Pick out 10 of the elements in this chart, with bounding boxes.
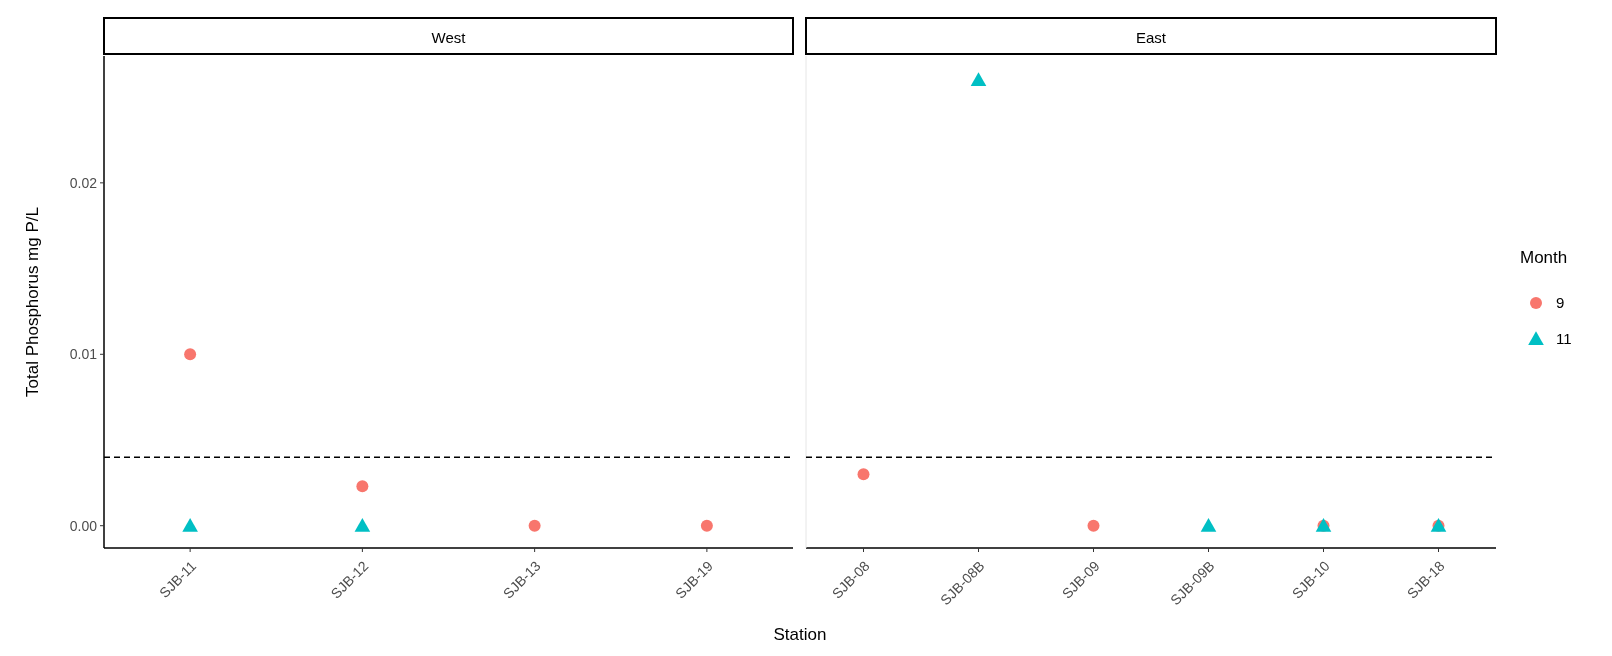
legend-label: 9	[1556, 294, 1565, 312]
legend-title: Month	[1520, 248, 1568, 267]
y-axis-title: Total Phosphorus mg P/L	[23, 207, 42, 397]
y-tick-label: 0.00	[69, 517, 98, 534]
x-axis-title: Station	[773, 625, 827, 644]
y-tick-label: 0.01	[69, 346, 98, 363]
legend-label: 11	[1556, 330, 1572, 348]
chart-title: East	[1135, 29, 1167, 46]
y-tick-label: 0.02	[69, 174, 98, 191]
chart-title: West	[431, 29, 467, 46]
